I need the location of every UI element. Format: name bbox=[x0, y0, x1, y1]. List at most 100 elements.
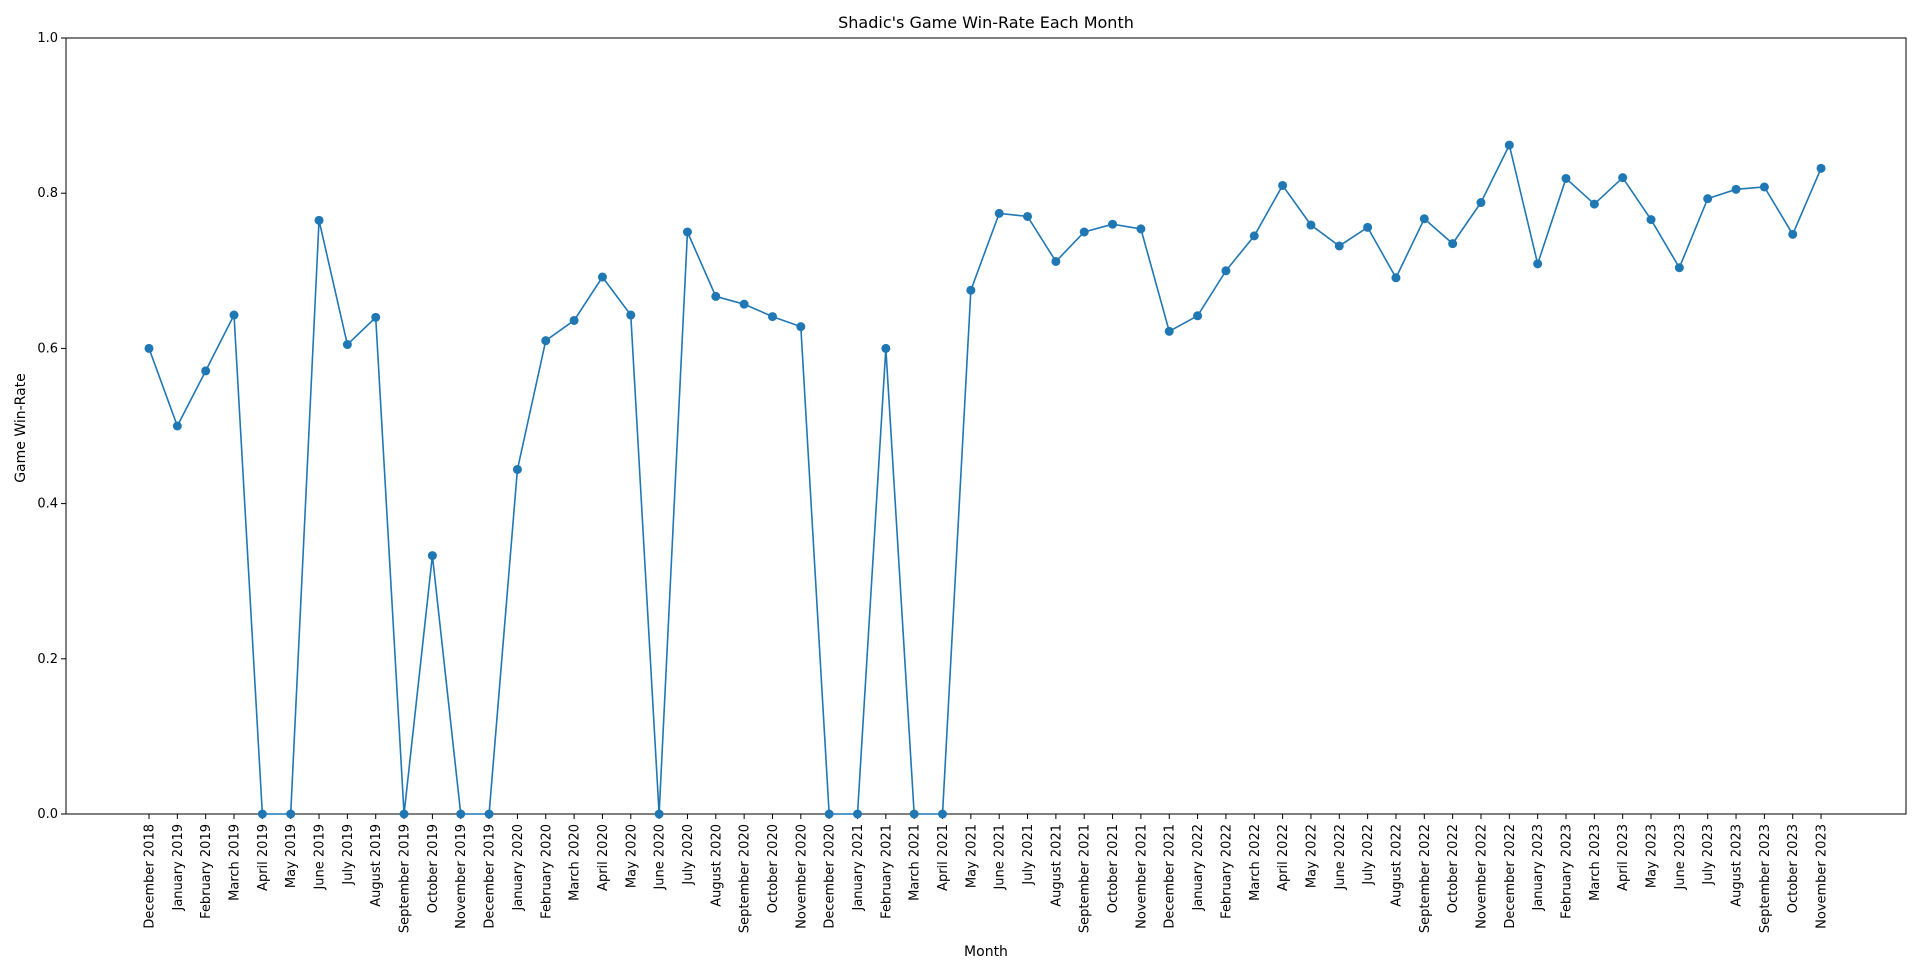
x-tick-label: September 2021 bbox=[1078, 824, 1093, 933]
data-point bbox=[257, 809, 267, 819]
data-point bbox=[1164, 326, 1174, 336]
data-point bbox=[484, 809, 494, 819]
data-point bbox=[824, 809, 834, 819]
data-point bbox=[1334, 241, 1344, 251]
x-tick-label: October 2023 bbox=[1786, 824, 1801, 913]
data-point bbox=[1193, 311, 1203, 321]
data-point bbox=[1136, 224, 1146, 234]
data-point bbox=[626, 310, 636, 320]
plot-area: 0.0 0.2 0.4 0.6 0.8 1.0 December 2018 January 2… bbox=[37, 31, 1907, 933]
y-tick-label: 0.8 bbox=[37, 186, 58, 201]
x-tick-label: June 2022 bbox=[1333, 824, 1348, 891]
x-tick-label: July 2021 bbox=[1021, 824, 1036, 886]
x-tick-label: September 2023 bbox=[1758, 824, 1773, 933]
data-point bbox=[201, 366, 211, 376]
x-tick-label: June 2019 bbox=[313, 824, 328, 891]
data-point bbox=[569, 315, 579, 325]
data-point bbox=[739, 299, 749, 309]
data-point bbox=[1674, 263, 1684, 273]
x-tick-label: March 2022 bbox=[1248, 824, 1263, 901]
x-tick-label: October 2021 bbox=[1106, 824, 1121, 913]
x-tick-label: December 2022 bbox=[1503, 824, 1518, 929]
x-tick-label: May 2019 bbox=[284, 824, 299, 888]
series-line bbox=[148, 142, 1822, 815]
x-tick-label: January 2021 bbox=[851, 824, 866, 912]
x-tick-label: November 2023 bbox=[1815, 824, 1830, 929]
data-point bbox=[1391, 273, 1401, 283]
data-point bbox=[172, 421, 182, 431]
y-tick-label: 0.2 bbox=[37, 652, 58, 667]
data-point bbox=[1646, 215, 1656, 225]
y-tick-label: 0.6 bbox=[37, 341, 58, 356]
x-tick-label: April 2019 bbox=[256, 824, 271, 891]
x-tick-label: August 2023 bbox=[1730, 824, 1745, 907]
x-tick-label: May 2021 bbox=[964, 824, 979, 888]
chart-title: Shadic's Game Win-Rate Each Month bbox=[838, 13, 1134, 32]
y-tick-label: 0.4 bbox=[37, 497, 58, 512]
data-point bbox=[1051, 256, 1061, 266]
data-point bbox=[1731, 184, 1741, 194]
x-tick-label: February 2021 bbox=[879, 824, 894, 919]
data-point bbox=[938, 809, 948, 819]
x-tick-label: August 2019 bbox=[369, 824, 384, 907]
x-tick-label: March 2019 bbox=[228, 824, 243, 901]
data-point bbox=[512, 464, 522, 474]
x-tick-label: September 2022 bbox=[1418, 824, 1433, 933]
data-point bbox=[427, 551, 437, 561]
data-point bbox=[994, 208, 1004, 218]
x-tick-label: December 2021 bbox=[1163, 824, 1178, 929]
x-tick-label: April 2022 bbox=[1276, 824, 1291, 891]
data-point bbox=[144, 343, 154, 353]
data-point bbox=[1618, 173, 1628, 183]
x-tick-label: April 2020 bbox=[596, 824, 611, 891]
data-point bbox=[1249, 231, 1259, 241]
data-point bbox=[1448, 239, 1458, 249]
data-point bbox=[1108, 219, 1118, 229]
y-tick-label: 0.0 bbox=[37, 807, 58, 822]
data-point bbox=[796, 322, 806, 332]
x-axis-label: Month bbox=[964, 944, 1008, 960]
x-tick-label: July 2023 bbox=[1701, 824, 1716, 886]
x-tick-label: July 2019 bbox=[341, 824, 356, 886]
data-point bbox=[682, 227, 692, 237]
data-point bbox=[371, 312, 381, 322]
data-point bbox=[1278, 180, 1288, 190]
x-tick-label: November 2020 bbox=[794, 824, 809, 929]
data-point bbox=[909, 809, 919, 819]
x-tick-label: February 2019 bbox=[199, 824, 214, 919]
data-point bbox=[1533, 259, 1543, 269]
data-point bbox=[229, 310, 239, 320]
x-tick-label: March 2023 bbox=[1588, 824, 1603, 901]
data-point bbox=[399, 809, 409, 819]
data-point bbox=[342, 340, 352, 350]
data-point bbox=[541, 336, 551, 346]
data-point bbox=[1023, 211, 1033, 221]
data-point bbox=[1476, 198, 1486, 208]
data-point bbox=[1561, 173, 1571, 183]
x-tick-label: January 2020 bbox=[511, 824, 526, 912]
x-tick-label: April 2023 bbox=[1616, 824, 1631, 891]
x-tick-label: January 2019 bbox=[171, 824, 186, 912]
x-tick-label: December 2019 bbox=[483, 824, 498, 929]
x-tick-label: January 2022 bbox=[1191, 824, 1206, 912]
data-point bbox=[711, 291, 721, 301]
data-point bbox=[767, 312, 777, 322]
x-tick-label: October 2022 bbox=[1446, 824, 1461, 913]
x-tick-label: November 2021 bbox=[1134, 824, 1149, 929]
x-tick-label: February 2022 bbox=[1219, 824, 1234, 919]
x-tick-label: August 2022 bbox=[1389, 824, 1404, 907]
data-point bbox=[1788, 229, 1798, 239]
x-tick-label: March 2021 bbox=[908, 824, 923, 901]
data-point bbox=[966, 285, 976, 295]
y-tick-label: 1.0 bbox=[37, 31, 58, 46]
x-tick-label: June 2021 bbox=[993, 824, 1008, 891]
data-point bbox=[1816, 163, 1826, 173]
data-point bbox=[1589, 199, 1599, 209]
x-tick-label: August 2020 bbox=[709, 824, 724, 907]
data-point bbox=[1703, 194, 1713, 204]
x-tick-label: June 2023 bbox=[1673, 824, 1688, 891]
x-tick-label: November 2019 bbox=[454, 824, 469, 929]
x-tick-label: June 2020 bbox=[653, 824, 668, 891]
x-tick-label: September 2019 bbox=[398, 824, 413, 933]
